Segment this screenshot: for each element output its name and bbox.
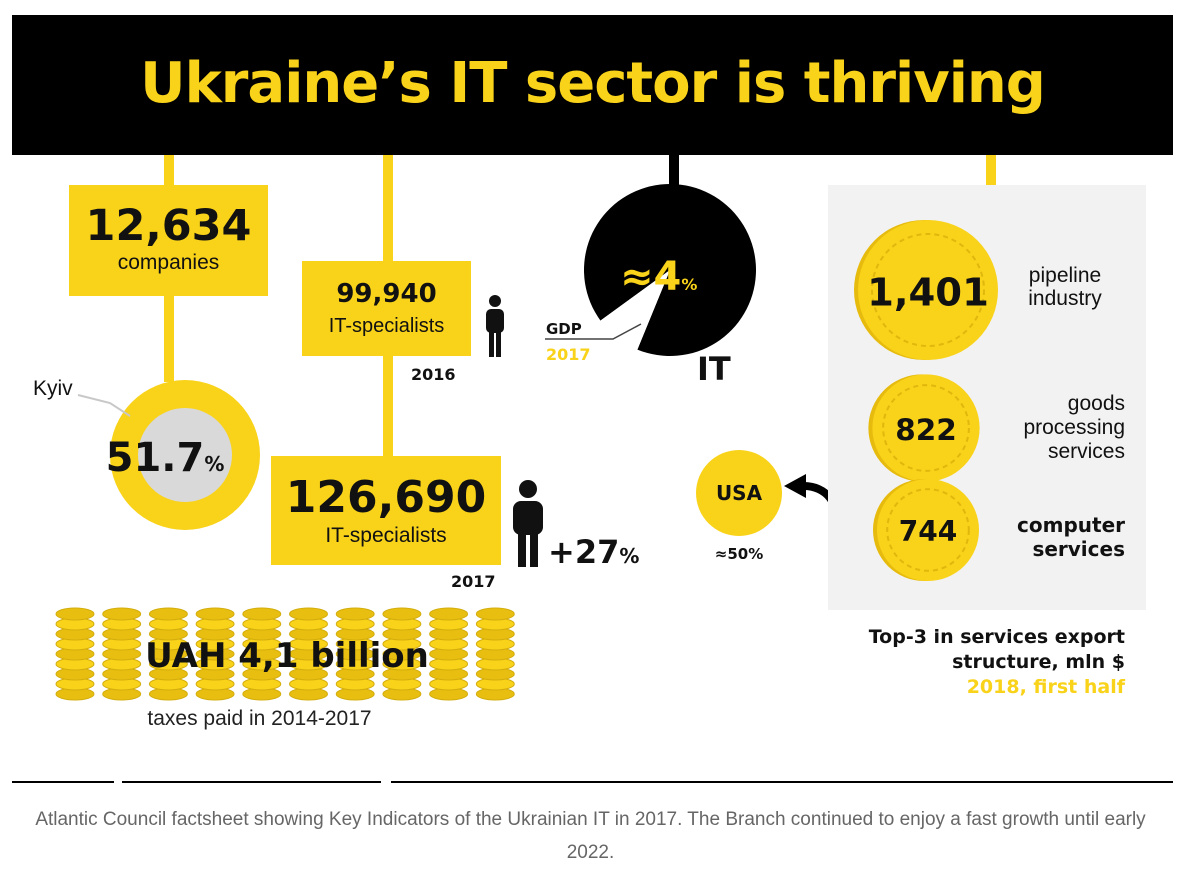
- coin-stack: [55, 607, 95, 701]
- gdp-unit: %: [681, 275, 698, 294]
- specialists-2016-box: 99,940 IT-specialists: [302, 261, 471, 356]
- taxes-label: taxes paid in 2014-2017: [147, 707, 372, 730]
- gdp-year: 2017: [546, 345, 591, 364]
- caption: Atlantic Council factsheet showing Key I…: [35, 809, 1146, 863]
- category-line: pipeline: [1028, 264, 1102, 287]
- kyiv-unit: %: [204, 452, 225, 476]
- category-line: processing: [1023, 416, 1125, 439]
- growth-value: +27: [548, 533, 620, 571]
- taxes-value: UAH 4,1 billion: [145, 636, 429, 676]
- chart-title-line-1: Top-3 in services export: [868, 626, 1125, 648]
- specialists-2016-year: 2016: [411, 365, 456, 384]
- usa-circle: [696, 450, 782, 536]
- person-icon-small: [486, 295, 504, 357]
- gdp-value: 4: [653, 254, 682, 300]
- coin-stack: [242, 607, 282, 701]
- category-line: industry: [1028, 287, 1102, 310]
- growth-unit: %: [619, 544, 640, 568]
- gdp-label: GDP: [546, 320, 582, 338]
- category-line: services: [1047, 440, 1125, 463]
- gdp-pointer: [545, 323, 642, 340]
- coin-mark: 822: [868, 374, 980, 482]
- coin-stack: [102, 607, 142, 701]
- connector-line: [669, 155, 679, 185]
- divider: [391, 781, 1173, 783]
- coin-stack: [475, 607, 515, 701]
- export-footer: Top-3 in services export structure, mln …: [820, 625, 1125, 700]
- gdp-pie-chart: [584, 184, 756, 356]
- kyiv-label: Kyiv: [33, 377, 73, 400]
- coin-mark: 1,401: [854, 220, 998, 360]
- divider: [12, 781, 114, 783]
- gdp-value-wrap: ≈4%: [620, 254, 697, 300]
- chart-subtitle: 2018, first half: [966, 676, 1125, 698]
- specialists-2017-year: 2017: [451, 572, 496, 591]
- category-line: services: [1032, 537, 1125, 561]
- specialists-2017-value: 126,690: [285, 472, 487, 523]
- companies-box: 12,634 companies: [69, 185, 268, 296]
- coin-value-label: 1,401: [867, 270, 989, 315]
- coin-stacks: [55, 607, 515, 701]
- specialists-2017-box: 126,690 IT-specialists: [271, 456, 501, 565]
- connector-line: [383, 356, 393, 456]
- category-label-goods: goods processing services: [985, 392, 1125, 464]
- page-title: Ukraine’s IT sector is thriving: [140, 51, 1046, 116]
- person-icon-large: [513, 480, 543, 567]
- usa-label: USA: [715, 481, 763, 505]
- kyiv-value-wrap: 51.7%: [90, 435, 240, 481]
- kyiv-donut-chart: [77, 380, 260, 530]
- companies-value: 12,634: [85, 201, 252, 251]
- services-export-chart: 1,401 822 744: [854, 220, 998, 582]
- gdp-it-label: IT: [697, 350, 731, 388]
- header-banner: Ukraine’s IT sector is thriving: [12, 15, 1173, 155]
- category-line: computer: [1017, 513, 1125, 537]
- growth-wrap: +27%: [548, 533, 639, 571]
- usa-share: ≈50%: [714, 545, 764, 563]
- coin-mark: 744: [872, 478, 980, 582]
- coin-stack: [289, 607, 328, 701]
- coin-stack: [429, 607, 469, 701]
- coin-value-label: 822: [895, 413, 957, 447]
- connector-line: [164, 155, 174, 185]
- kyiv-donut-inner: [138, 408, 232, 502]
- coin-stack: [195, 607, 235, 701]
- gdp-it-slice: [600, 270, 670, 350]
- coin-value-label: 744: [899, 515, 958, 548]
- companies-label: companies: [117, 251, 220, 274]
- specialists-2017-label: IT-specialists: [325, 524, 447, 547]
- specialists-2016-value: 99,940: [336, 279, 437, 309]
- coin-stack: [335, 607, 375, 701]
- category-label-computer: computer services: [985, 513, 1125, 561]
- category-line: goods: [1067, 392, 1125, 415]
- kyiv-value: 51.7: [105, 435, 205, 481]
- chart-title-line-2: structure, mln $: [952, 651, 1125, 673]
- kyiv-pointer: [77, 394, 131, 417]
- specialists-2016-label: IT-specialists: [328, 315, 445, 337]
- connector-line: [986, 155, 996, 185]
- divider: [122, 781, 381, 783]
- coin-stack: [382, 607, 422, 701]
- connector-line: [164, 296, 174, 382]
- coin-stack: [148, 607, 188, 701]
- category-label-pipeline: pipeline industry: [1005, 264, 1125, 310]
- gdp-prefix: ≈: [620, 254, 654, 300]
- connector-line: [383, 155, 393, 261]
